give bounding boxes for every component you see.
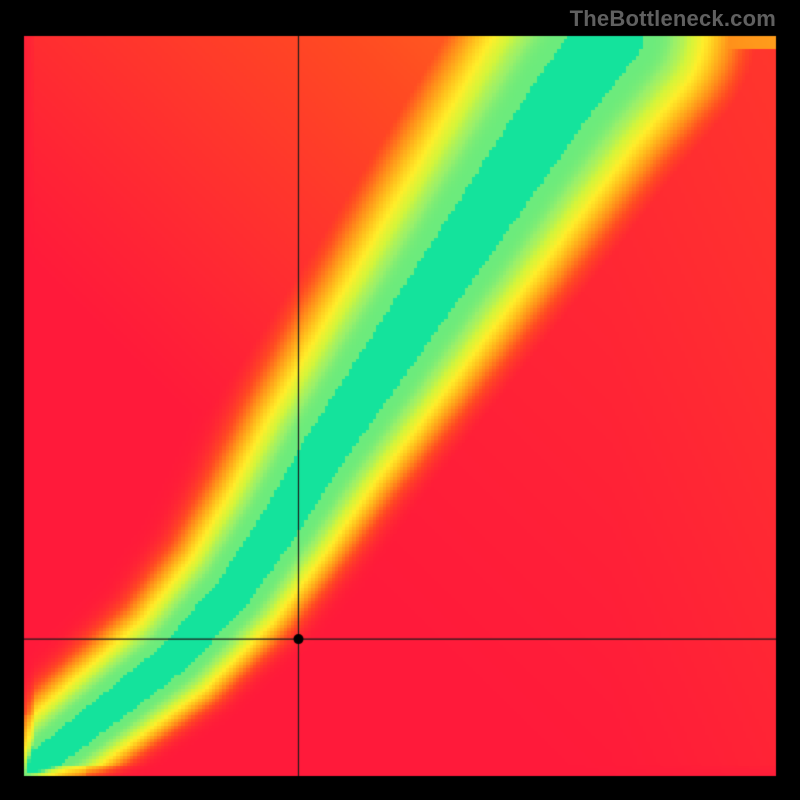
bottleneck-heatmap bbox=[0, 0, 800, 800]
watermark-text: TheBottleneck.com bbox=[570, 6, 776, 32]
chart-container: TheBottleneck.com bbox=[0, 0, 800, 800]
